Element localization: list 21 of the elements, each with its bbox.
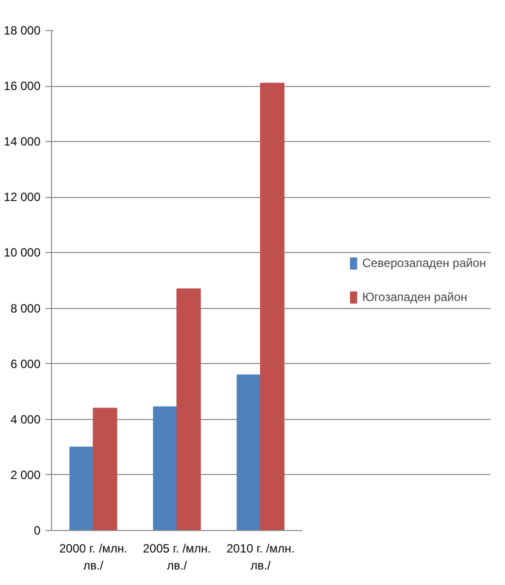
y-tick-label: 16 000	[4, 79, 41, 94]
x-tick-label: 2010 г. /млн. лв./	[226, 542, 295, 572]
y-tick-label: 18 000	[4, 24, 41, 38]
bar	[153, 406, 178, 530]
x-tick-label: 2005 г. /млн. лв./	[142, 542, 212, 572]
y-tick-label: 4 000	[10, 412, 41, 426]
bar	[236, 374, 262, 530]
y-tick-label: 0	[34, 524, 41, 538]
x-tick-label: 2000 г. /млн. лв./	[59, 542, 128, 572]
y-tick-label: 10 000	[4, 246, 41, 260]
bar	[260, 82, 284, 530]
bar	[176, 288, 201, 530]
bar	[92, 408, 118, 530]
y-tick-label: 12 000	[4, 190, 41, 204]
y-tick-label: 6 000	[10, 356, 41, 371]
y-tick-label: 8 000	[10, 301, 41, 316]
bar	[69, 446, 94, 530]
legend-label: Югозападен район	[362, 290, 468, 304]
y-tick-label: 14 000	[4, 134, 41, 149]
legend-label: Северозападен район	[362, 256, 486, 270]
y-tick-label: 2 000	[10, 468, 41, 482]
